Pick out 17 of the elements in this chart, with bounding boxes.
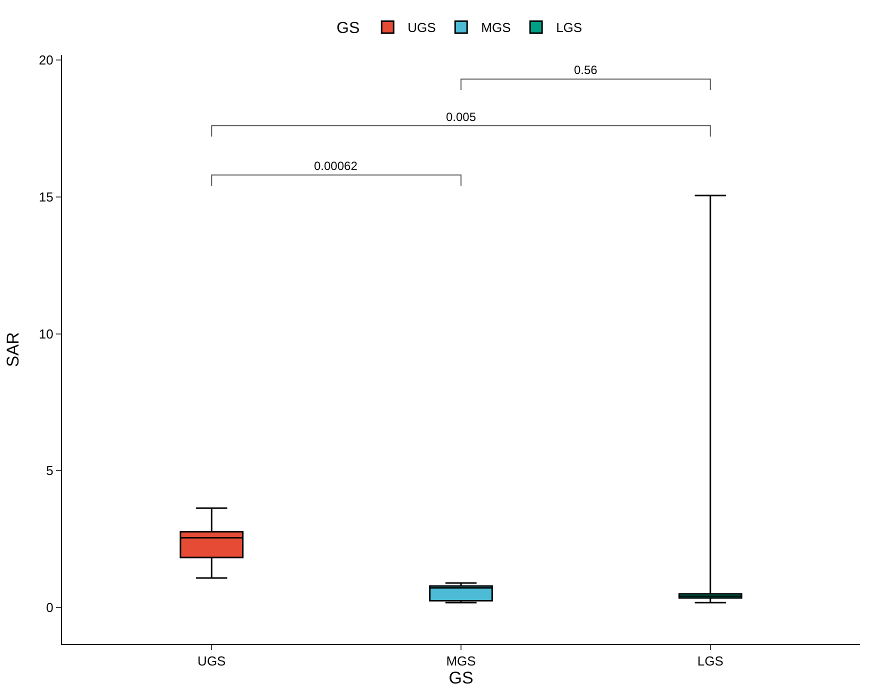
x-tick-label: LGS [697,654,724,669]
y-tick-label: 15 [38,189,54,204]
legend-label: MGS [481,20,512,36]
x-axis-title: GS [448,668,474,688]
y-tick-label: 20 [38,52,54,68]
y-tick-label: 10 [38,326,54,342]
legend-title: GS [336,20,360,38]
legend-label: LGS [556,20,582,36]
y-tick-label: 5 [46,463,54,478]
y-axis-title: SAR [3,332,22,367]
y-tick-label: 0 [46,600,54,616]
annotation: 0.005 [446,110,476,124]
annotation: 0.56 [574,63,598,77]
x-tick-label: UGS [198,654,226,669]
annotation: 0.00062 [314,159,358,173]
x-tick-label: MGS [446,654,476,669]
legend-label: UGS [408,20,436,36]
